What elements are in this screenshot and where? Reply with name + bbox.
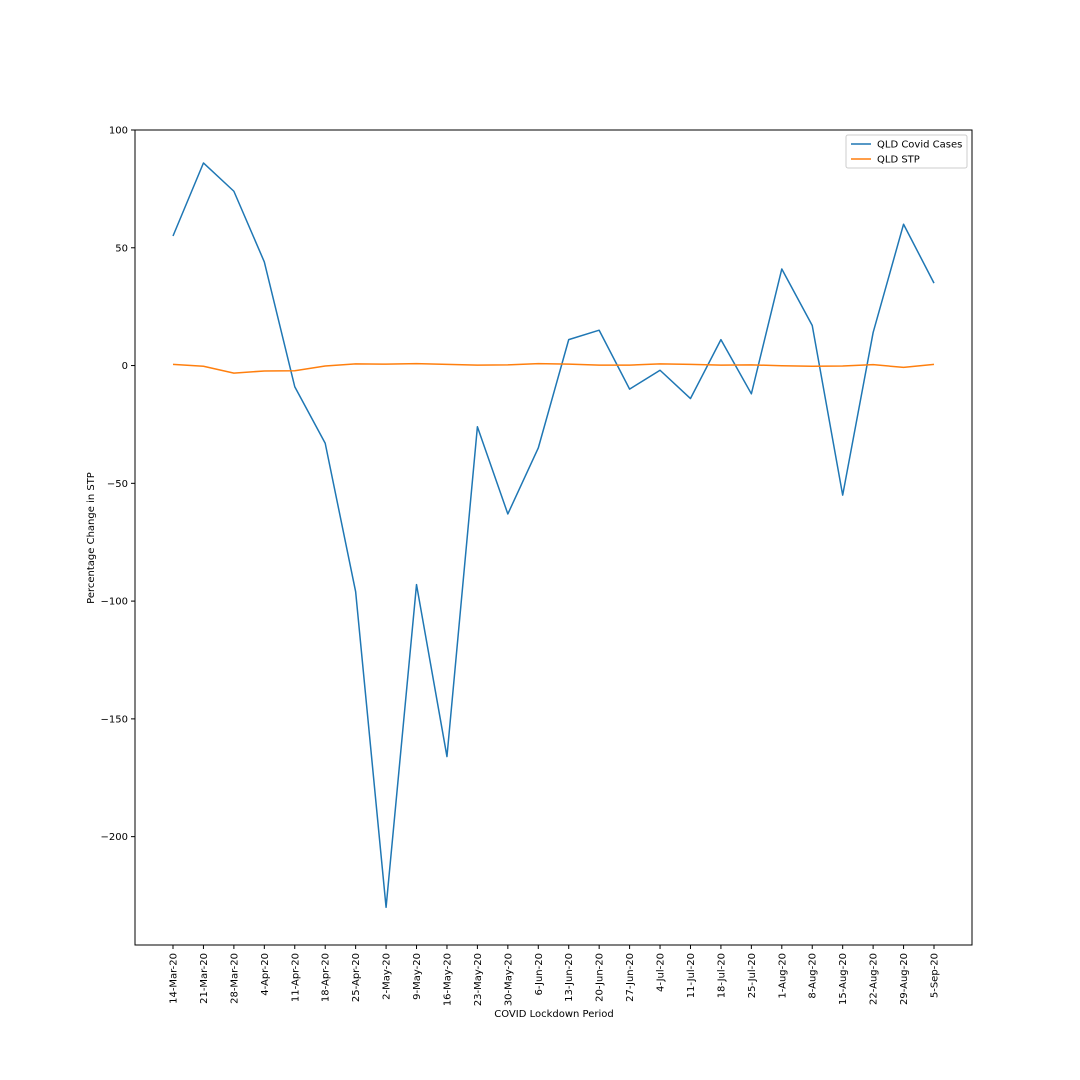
y-tick-label: −100 xyxy=(101,597,128,608)
x-tick-label: 9-May-20 xyxy=(412,953,423,1000)
x-tick-label: 25-Apr-20 xyxy=(351,953,362,1002)
x-tick-label: 4-Jul-20 xyxy=(656,953,667,992)
y-tick-label: −150 xyxy=(101,714,128,725)
x-tick-label: 13-Jun-20 xyxy=(564,953,575,1002)
x-tick-label: 14-Mar-20 xyxy=(169,953,180,1004)
x-axis-label: COVID Lockdown Period xyxy=(494,1009,614,1020)
x-tick-label: 22-Aug-20 xyxy=(869,953,880,1005)
x-tick-label: 20-Jun-20 xyxy=(595,953,606,1002)
series-line-qld-covid-cases xyxy=(172,162,935,909)
y-tick-label: 0 xyxy=(122,361,128,372)
x-tick-label: 18-Jul-20 xyxy=(716,953,727,998)
legend-label: QLD Covid Cases xyxy=(877,140,962,151)
x-tick-label: 6-Jun-20 xyxy=(534,953,545,996)
legend: QLD Covid Cases QLD STP xyxy=(845,134,968,169)
y-axis-label: Percentage Change in STP xyxy=(86,472,97,604)
y-tick-label: −50 xyxy=(107,479,128,490)
x-tick-label: 21-Mar-20 xyxy=(199,953,210,1004)
y-tick-label: 50 xyxy=(115,243,128,254)
x-tick-label: 18-Apr-20 xyxy=(321,953,332,1002)
y-tick-label: −200 xyxy=(101,832,128,843)
x-tick-label: 23-May-20 xyxy=(473,953,484,1006)
x-tick-label: 27-Jun-20 xyxy=(625,953,636,1002)
x-tick-label: 2-May-20 xyxy=(382,953,393,1000)
x-tick-label: 25-Jul-20 xyxy=(747,953,758,998)
x-tick-label: 8-Aug-20 xyxy=(808,953,819,999)
x-tick-label: 15-Aug-20 xyxy=(838,953,849,1005)
series-line-qld-stp xyxy=(172,362,935,374)
x-tick-label: 28-Mar-20 xyxy=(229,953,240,1004)
x-axis: 14-Mar-20 21-Mar-20 28-Mar-20 4-Apr-20 11-Ap… xyxy=(169,945,941,1006)
x-tick-label: 16-May-20 xyxy=(442,953,453,1006)
x-tick-label: 30-May-20 xyxy=(503,953,514,1006)
x-tick-label: 29-Aug-20 xyxy=(899,953,910,1005)
legend-box xyxy=(845,134,968,169)
x-tick-label: 11-Jul-20 xyxy=(686,953,697,998)
plot-area xyxy=(134,129,973,946)
x-tick-label: 1-Aug-20 xyxy=(777,953,788,999)
x-tick-label: 5-Sep-20 xyxy=(930,953,941,998)
legend-label: QLD STP xyxy=(877,155,920,166)
x-tick-label: 4-Apr-20 xyxy=(260,953,271,996)
plot-frame xyxy=(134,129,973,946)
y-tick-label: 100 xyxy=(109,126,128,137)
series-layer xyxy=(172,162,935,909)
y-axis: 100 50 0 −50 −100 −150 −200 xyxy=(101,126,135,843)
x-tick-label: 11-Apr-20 xyxy=(290,953,301,1002)
